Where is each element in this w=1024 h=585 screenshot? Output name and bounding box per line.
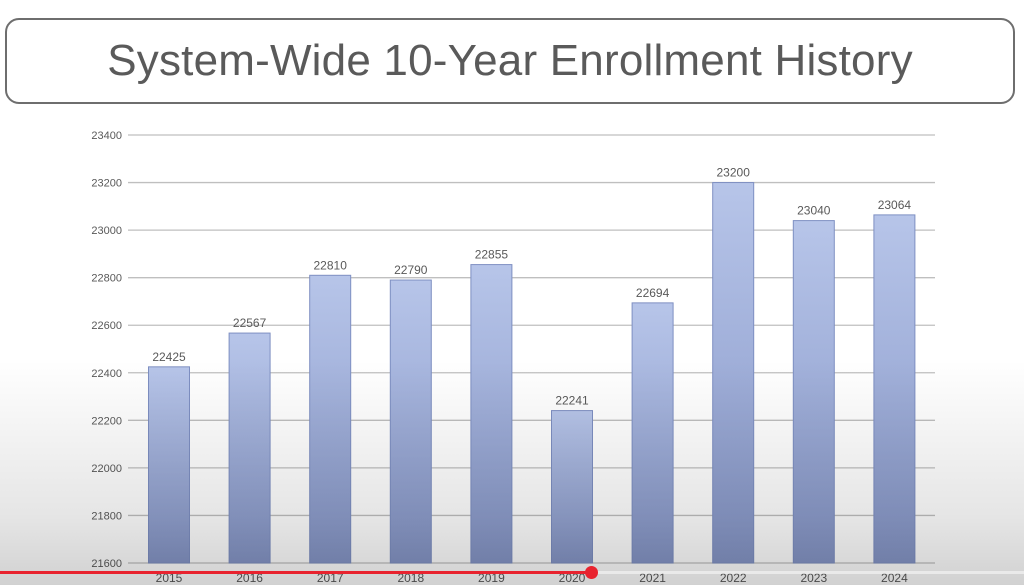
data-label-2018: 22790 — [394, 263, 428, 277]
data-label-2019: 22855 — [475, 248, 509, 262]
bar-2016 — [228, 332, 271, 564]
y-axis-ticks: 21600 21800 22000 22200 22400 22600 22800 23000… — [91, 130, 122, 570]
bar-2015 — [148, 366, 190, 564]
data-label-2020: 22241 — [555, 394, 589, 408]
x-tick-label: 2022 — [720, 571, 747, 585]
y-tick-label: 22000 — [91, 463, 122, 475]
data-label-2022: 23200 — [717, 166, 751, 180]
bar-2021 — [631, 302, 674, 564]
y-tick-label: 21800 — [91, 510, 122, 522]
bar-2020 — [551, 410, 593, 564]
x-axis-ticks: 2015 2016 2017 2018 2019 2020 2021 2022 2023 2024 — [156, 571, 908, 585]
bar-2019 — [470, 264, 513, 564]
data-label-2023: 23040 — [797, 204, 831, 218]
y-tick-label: 22600 — [91, 320, 122, 332]
x-tick-label: 2024 — [881, 571, 908, 585]
data-label-2015: 22425 — [152, 350, 186, 364]
y-tick-label: 23200 — [91, 178, 122, 190]
bar-2023 — [792, 220, 835, 564]
data-label-2024: 23064 — [878, 198, 912, 212]
x-tick-label: 2016 — [236, 571, 263, 585]
y-tick-label: 22400 — [91, 368, 122, 380]
bars — [148, 182, 916, 564]
y-tick-label: 22200 — [91, 415, 122, 427]
data-label-2017: 22810 — [314, 258, 348, 272]
video-progress-bar[interactable] — [0, 566, 1024, 579]
chart-title: System-Wide 10-Year Enrollment History — [107, 36, 913, 85]
bar-2022 — [712, 182, 755, 564]
y-tick-label: 22800 — [91, 273, 122, 285]
bar-2018 — [389, 279, 432, 564]
data-label-2021: 22694 — [636, 286, 670, 300]
y-tick-label: 23400 — [91, 130, 122, 142]
x-tick-label: 2017 — [317, 571, 344, 585]
chart-title-box: System-Wide 10-Year Enrollment History — [5, 18, 1015, 104]
x-tick-label: 2019 — [478, 571, 505, 585]
x-tick-label: 2015 — [156, 571, 183, 585]
x-tick-label: 2021 — [639, 571, 666, 585]
video-scrubber-handle[interactable] — [584, 566, 598, 579]
x-tick-label: 2023 — [800, 571, 827, 585]
data-labels: 22425 22567 22810 22790 22855 22241 22694 23200… — [152, 166, 911, 408]
y-tick-label: 21600 — [91, 558, 122, 570]
bar-2024 — [873, 214, 916, 564]
bar-2017 — [309, 274, 352, 564]
x-tick-label: 2020 — [559, 571, 586, 585]
y-tick-label: 23000 — [91, 225, 122, 237]
video-progress-played — [0, 571, 591, 574]
data-label-2016: 22567 — [233, 316, 267, 330]
x-tick-label: 2018 — [397, 571, 424, 585]
